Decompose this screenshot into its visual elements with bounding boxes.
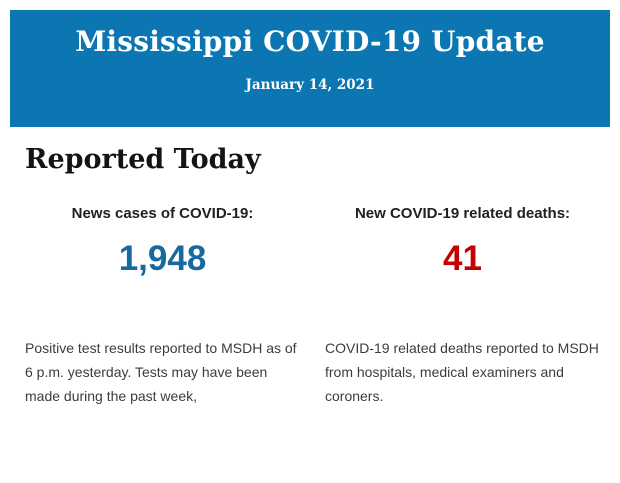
main-content: Reported Today News cases of COVID-19: 1… [25,127,600,408]
section-title: Reported Today [25,144,261,175]
stat-description-new-deaths: COVID-19 related deaths reported to MSDH… [325,340,599,404]
stats-grid: News cases of COVID-19: 1,948 New COVID-… [25,205,600,279]
stat-descriptions: Positive test results reported to MSDH a… [25,336,600,408]
stat-new-deaths: New COVID-19 related deaths: 41 [325,205,600,279]
stat-description-new-cases: Positive test results reported to MSDH a… [25,340,297,404]
header-date: January 14, 2021 [245,77,375,93]
header-banner: Mississippi COVID-19 Update January 14, … [10,10,610,127]
page-title: Mississippi COVID-19 Update [75,25,545,58]
stat-new-cases: News cases of COVID-19: 1,948 [25,205,300,279]
stat-label-new-deaths: New COVID-19 related deaths: [354,205,571,222]
stat-value-new-deaths: 41 [443,239,482,278]
stat-value-new-cases: 1,948 [118,239,207,278]
stat-label-new-cases: News cases of COVID-19: [71,205,254,222]
